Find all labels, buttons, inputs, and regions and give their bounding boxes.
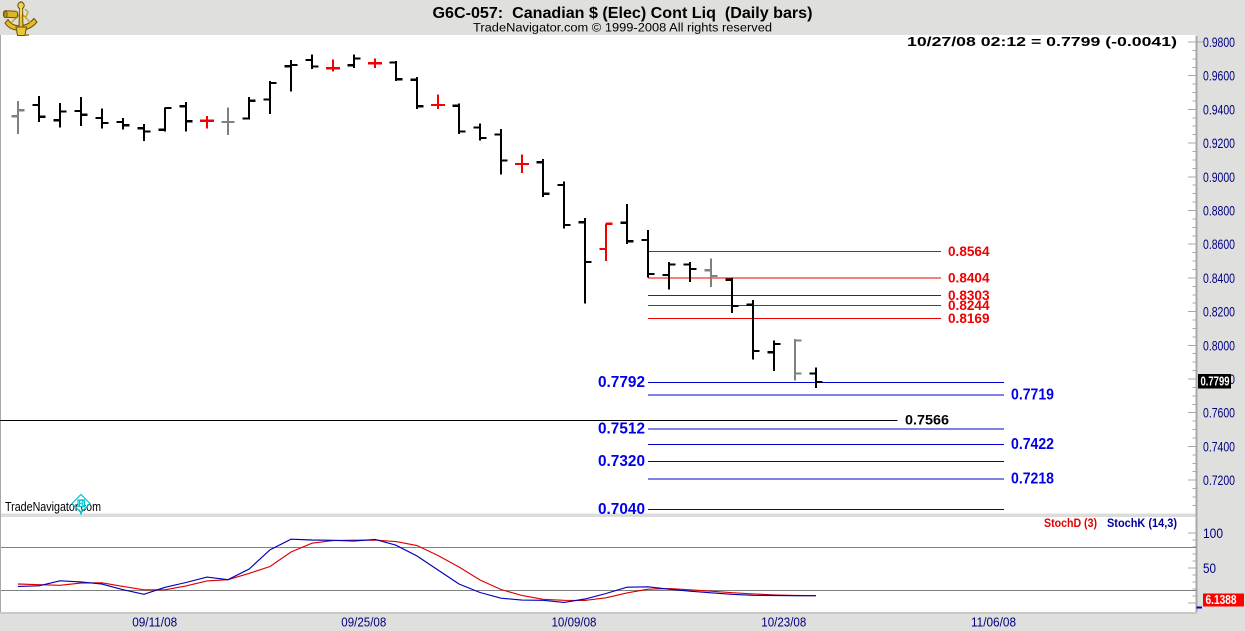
svg-text:0.7422: 0.7422	[1011, 436, 1054, 453]
svg-text:0.8800: 0.8800	[1203, 204, 1235, 219]
svg-text:0.7400: 0.7400	[1203, 439, 1235, 454]
svg-text:09/11/08: 09/11/08	[132, 616, 177, 630]
svg-text:0.9200: 0.9200	[1203, 136, 1235, 151]
svg-text:0.8244: 0.8244	[948, 297, 990, 313]
svg-text:StochD (3): StochD (3)	[1044, 516, 1097, 530]
svg-text:0.9800: 0.9800	[1203, 35, 1235, 50]
svg-text:09/25/08: 09/25/08	[341, 616, 386, 630]
svg-text:0.8200: 0.8200	[1203, 305, 1235, 320]
svg-text:11/06/08: 11/06/08	[971, 616, 1016, 630]
svg-text:0.8303: 0.8303	[948, 287, 990, 303]
svg-text:0.7200: 0.7200	[1203, 473, 1235, 488]
svg-text:G6C-057: Canadian $ (Elec) Co: G6C-057: Canadian $ (Elec) Cont Liq (Dai…	[433, 5, 813, 22]
svg-text:0.8404: 0.8404	[948, 270, 990, 286]
svg-text:0.8600: 0.8600	[1203, 237, 1235, 252]
svg-text:0.7566: 0.7566	[905, 412, 949, 428]
svg-text:0.8400: 0.8400	[1203, 271, 1235, 286]
svg-text:0.7792: 0.7792	[598, 374, 645, 391]
svg-text:0.8169: 0.8169	[948, 310, 990, 326]
svg-text:0.8564: 0.8564	[948, 243, 990, 259]
svg-text:0.7512: 0.7512	[598, 421, 645, 438]
svg-text:0.8000: 0.8000	[1203, 338, 1235, 353]
svg-text:TradeNavigator.com © 1999-2008: TradeNavigator.com © 1999-2008 All right…	[473, 21, 772, 35]
svg-text:StochK (14,3): StochK (14,3)	[1107, 516, 1177, 530]
svg-text:0.7040: 0.7040	[598, 501, 645, 518]
svg-text:0.7218: 0.7218	[1011, 471, 1054, 488]
svg-text:TradeNavigator.com: TradeNavigator.com	[5, 500, 101, 514]
svg-text:0.9600: 0.9600	[1203, 69, 1235, 84]
svg-text:100: 100	[1203, 526, 1223, 541]
svg-text:0.7719: 0.7719	[1011, 387, 1054, 404]
svg-text:0.9400: 0.9400	[1203, 102, 1235, 117]
svg-text:0.9000: 0.9000	[1203, 170, 1235, 185]
svg-text:0.7320: 0.7320	[598, 453, 645, 470]
svg-text:10/27/08 02:12 = 0.7799 (-0.00: 10/27/08 02:12 = 0.7799 (-0.0041)	[907, 34, 1177, 49]
svg-text:0.7600: 0.7600	[1203, 406, 1235, 421]
svg-text:6.1388: 6.1388	[1206, 593, 1237, 607]
svg-text:0.7799: 0.7799	[1201, 375, 1230, 389]
svg-text:10/23/08: 10/23/08	[761, 616, 806, 630]
svg-text:50: 50	[1203, 561, 1216, 576]
svg-text:10/09/08: 10/09/08	[552, 616, 597, 630]
